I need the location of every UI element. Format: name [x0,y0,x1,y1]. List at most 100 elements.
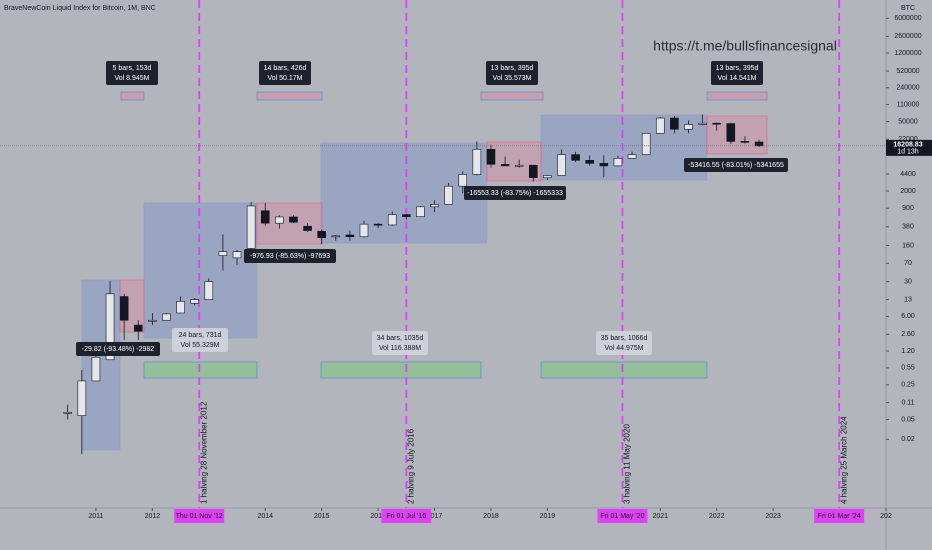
x-tick-label: 2018 [483,513,499,520]
candle-body [458,174,468,187]
x-tick-label: 2012 [145,513,161,520]
bear-span [480,91,544,101]
candle-body [91,356,101,382]
x-tick-label: 202 [880,513,892,520]
measure-box [684,158,788,172]
measure-box [464,186,566,200]
measure-text: 14 bars, 426d [264,65,307,72]
y-tick-label: 0.55 [901,365,915,372]
x-tick-label: 2017 [427,513,443,520]
candle-body [712,122,722,125]
measure-text: 24 bars, 731d [179,332,222,339]
candle-body [571,154,580,161]
currency: BTC [901,5,915,12]
candle-body [387,214,397,226]
measure-box [486,61,538,85]
watermark: https://t.me/bullsfinancesignal [653,38,837,54]
candle-body [63,412,73,414]
candle-body [740,141,750,143]
measure-text: Vol 55.329M [181,342,220,349]
y-tick-label: 380 [902,224,914,231]
x-tick-label: 2016 [370,513,386,520]
price-label-box [886,139,932,156]
candle-body [331,235,341,238]
candle-body [105,293,115,361]
candle-body [500,163,510,167]
candle-body [627,154,637,159]
candle-body [726,123,736,142]
measure-text: Vol 116.388M [379,345,421,352]
bull-span [320,361,482,379]
candle-body [373,223,383,226]
measure-box [172,328,228,352]
y-tick-label: 160 [902,242,914,249]
candle-body [190,299,199,304]
candle-body [754,141,764,147]
candle-body [77,380,87,416]
candle-body [148,319,157,322]
measure-text: 5 bars, 153d [113,65,152,72]
candle-body [613,158,623,167]
measure-text: Vol 50.17M [267,75,302,82]
candle-body [275,216,284,224]
y-tick-label: 2000 [900,188,916,195]
x-tick-label: 2021 [652,513,668,520]
candle-body [246,205,256,249]
chart-title: BraveNewCoin Liquid Index for Bitcoin, 1… [4,5,156,12]
bull-span [143,361,258,379]
y-tick-label: 70 [904,260,912,267]
candle-body [641,133,651,155]
candle-body [599,163,609,167]
candle-body [119,296,129,321]
halving-label: 4 halving 25 March 2024 [839,416,848,504]
measure-text: 35 bars, 1066d [601,335,648,342]
measure-text: -53416.55 (-83.01%) -5341655 [688,162,784,169]
candle-body [486,149,496,165]
price-label: 16208.83 [893,142,922,149]
candle-body [289,216,298,223]
halving-date-box [814,509,865,523]
halving-date: Fri 01 Mar '24 [818,513,861,520]
y-tick-label: 0.11 [901,399,914,406]
halving-date: Fri 01 May '20 [600,513,644,520]
measure-box [76,342,160,356]
candle-body [317,230,326,238]
y-tick-label: 50000 [898,118,918,125]
y-tick-label: 2.60 [901,331,915,338]
y-tick-label: 13 [904,296,912,303]
candle-body [543,175,552,179]
bear-span [256,91,323,101]
halving-date: Fri 01 Jul '16 [386,513,426,520]
candle-body [416,206,425,217]
range-box [143,202,258,339]
candle-body [260,210,270,224]
halving-label: 2 halving 9 July 2016 [406,428,415,504]
candle-body [204,281,214,300]
x-tick-label: 2019 [540,513,556,520]
candle-body [402,214,411,217]
candle-body [162,313,171,321]
candle-body [472,149,482,175]
candle-body [444,185,453,205]
candle-body [557,154,566,176]
x-tick-label: 2011 [88,513,103,520]
measure-box [244,249,336,263]
bull-span [540,361,708,379]
y-tick-label: 520000 [896,68,919,75]
measure-text: Vol 44.975M [605,345,644,352]
candle-body [528,164,538,179]
measure-text: -976.93 (-85.63%) -97693 [250,253,330,260]
measure-text: Vol 35.573M [493,75,532,82]
measure-box [596,331,652,355]
halving-date-box [381,509,432,523]
y-tick-label: 110000 [897,101,920,108]
halving-date-box [597,509,648,523]
measure-box [106,61,158,85]
x-tick-label: 2015 [314,513,330,520]
y-tick-label: 1.20 [901,348,915,355]
candle-body [176,301,185,314]
halving-label: 3 halving 11 May 2020 [623,424,632,504]
measure-text: 13 bars, 395d [716,65,759,72]
